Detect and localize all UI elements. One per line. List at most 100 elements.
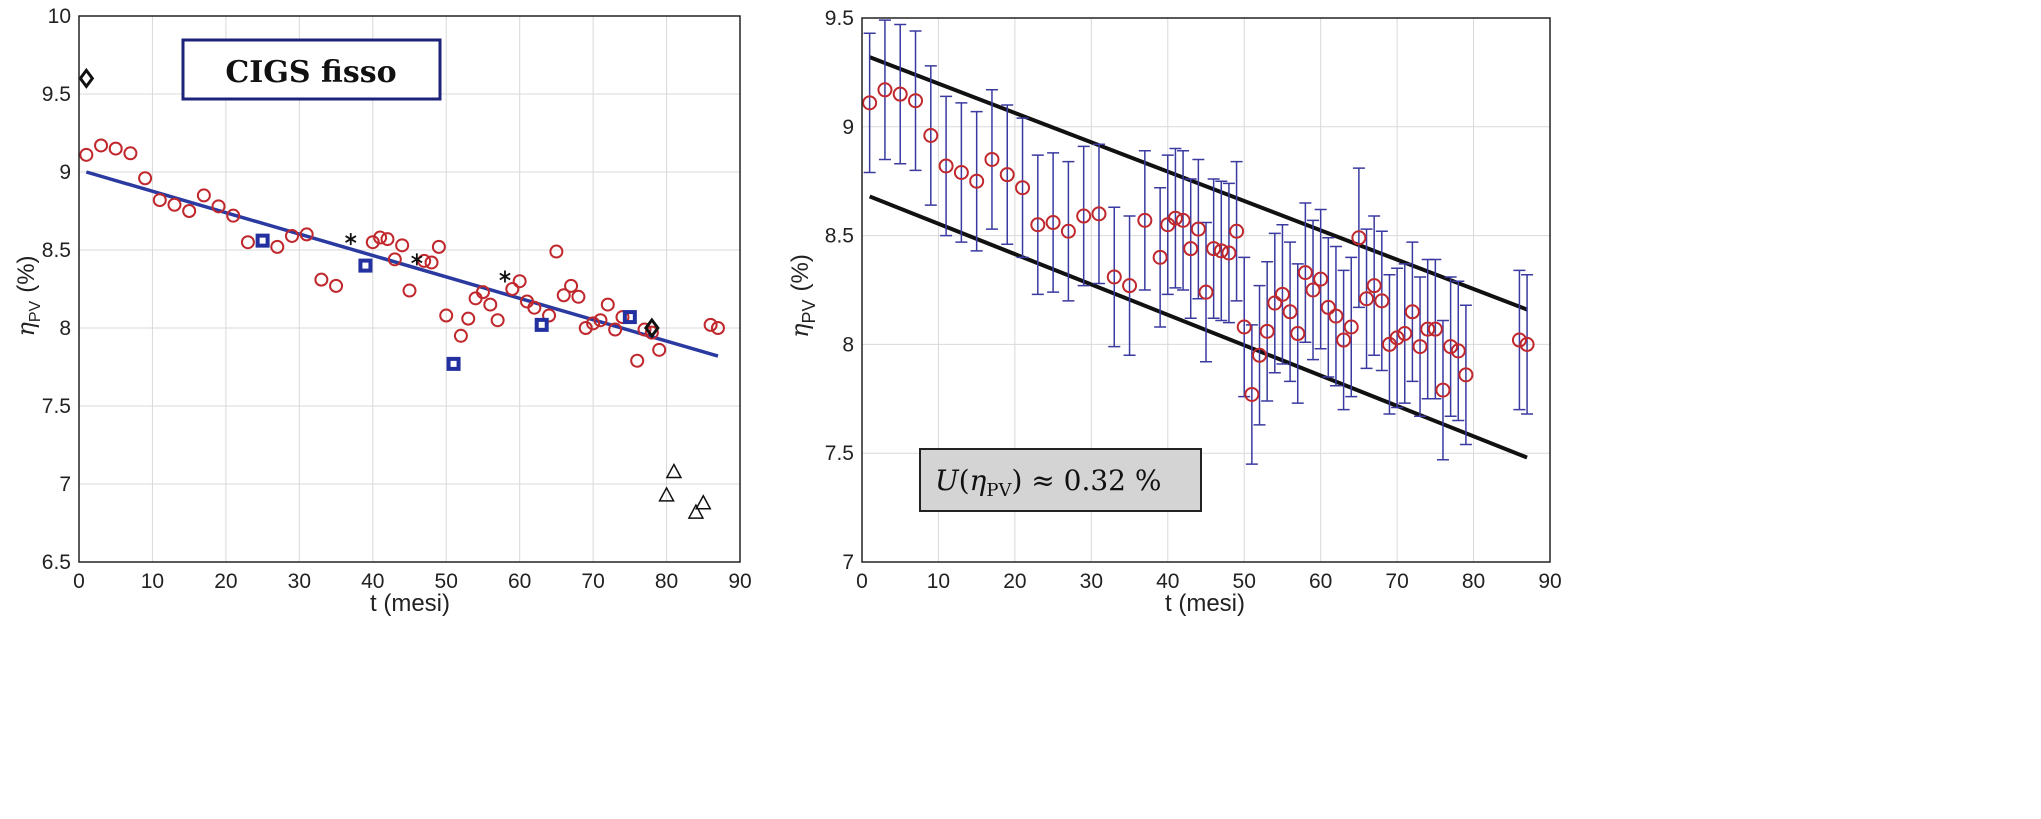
error-bar-47 bbox=[1368, 215, 1381, 357]
right-circle-point-32 bbox=[1252, 347, 1268, 363]
left-y-tick-6: 9.5 bbox=[42, 83, 71, 106]
right-x-tick-1: 10 bbox=[927, 570, 950, 593]
right-circle-point-39 bbox=[1305, 282, 1321, 298]
left-diamond-point-1 bbox=[643, 317, 660, 339]
error-bar-5 bbox=[940, 95, 953, 237]
y-label-unit-left: (%) bbox=[13, 255, 40, 292]
left-circle-point-9 bbox=[211, 199, 226, 214]
left-x-tick-4: 40 bbox=[361, 570, 384, 593]
right-circle-point-7 bbox=[969, 173, 985, 189]
data-marks-right bbox=[862, 82, 1535, 402]
left-y-tick-7: 10 bbox=[48, 5, 71, 28]
right-circle-point-0 bbox=[862, 95, 878, 111]
left-circle-point-51 bbox=[652, 342, 667, 357]
left-circle-point-49 bbox=[637, 322, 652, 337]
left-circle-point-42 bbox=[578, 321, 593, 335]
left-circle-point-0 bbox=[79, 147, 94, 162]
left-circle-point-26 bbox=[439, 308, 454, 323]
error-bar-17 bbox=[1123, 215, 1136, 357]
left-asterisk-point-0 bbox=[345, 233, 357, 246]
title-box-text: CIGS fisso bbox=[225, 55, 396, 90]
left-circle-point-33 bbox=[505, 282, 520, 296]
left-asterisk-point-1 bbox=[411, 253, 423, 266]
right-circle-point-25 bbox=[1198, 284, 1214, 300]
right-circle-point-46 bbox=[1359, 291, 1375, 307]
error-bar-9 bbox=[1001, 104, 1014, 246]
error-bar-59 bbox=[1459, 304, 1472, 446]
right-circle-point-55 bbox=[1427, 321, 1443, 337]
error-bar-46 bbox=[1360, 228, 1373, 370]
left-circle-point-39 bbox=[556, 288, 571, 303]
left-x-tick-3: 30 bbox=[288, 570, 311, 593]
error-bar-60 bbox=[1513, 269, 1526, 411]
error-bar-12 bbox=[1047, 152, 1060, 293]
left-circle-point-13 bbox=[284, 228, 299, 243]
left-circle-point-20 bbox=[387, 252, 402, 267]
left-circle-point-52 bbox=[703, 317, 718, 332]
error-bar-31 bbox=[1245, 324, 1258, 465]
right-circle-point-61 bbox=[1519, 336, 1535, 352]
left-circle-point-21 bbox=[395, 238, 410, 253]
error-bar-21 bbox=[1169, 147, 1182, 289]
annot-sub: PV bbox=[986, 480, 1012, 501]
left-y-tick-1: 7 bbox=[59, 473, 71, 496]
right-circle-point-13 bbox=[1060, 223, 1076, 239]
right-circle-point-28 bbox=[1221, 245, 1237, 261]
right-circle-point-51 bbox=[1397, 326, 1413, 342]
error-bar-53 bbox=[1414, 276, 1427, 417]
right-circle-point-43 bbox=[1336, 332, 1352, 348]
left-circle-point-24 bbox=[424, 255, 439, 270]
x-axis-label-right: t (mesi) bbox=[1165, 590, 1245, 617]
error-bar-20 bbox=[1161, 154, 1174, 296]
left-circle-point-16 bbox=[329, 278, 344, 293]
error-bar-51 bbox=[1398, 263, 1411, 404]
error-bar-4 bbox=[924, 65, 937, 206]
left-asterisk-point-2 bbox=[499, 270, 511, 283]
right-circle-point-57 bbox=[1443, 339, 1459, 355]
error-bar-8 bbox=[985, 89, 998, 230]
error-bar-49 bbox=[1383, 274, 1396, 415]
left-circle-point-25 bbox=[431, 239, 446, 254]
right-circle-point-36 bbox=[1282, 304, 1298, 320]
right-x-tick-9: 90 bbox=[1538, 570, 1561, 593]
annot-rhs: ) ≈ 0.32 % bbox=[1011, 464, 1161, 497]
y-label-eta-right: η bbox=[786, 323, 814, 338]
right-circle-point-5 bbox=[938, 158, 954, 174]
left-circle-point-3 bbox=[123, 146, 138, 161]
left-square-point-3 bbox=[534, 317, 549, 332]
right-y-tick-2: 8 bbox=[842, 333, 854, 356]
left-y-tick-0: 6.5 bbox=[42, 551, 71, 574]
left-x-tick-2: 20 bbox=[214, 570, 237, 593]
annot-paren: ( bbox=[959, 464, 970, 497]
left-circle-point-47 bbox=[615, 310, 630, 325]
right-x-tick-8: 80 bbox=[1462, 570, 1485, 593]
left-square-point-0 bbox=[255, 233, 270, 248]
right-circle-point-1 bbox=[877, 82, 893, 98]
left-square-point-2 bbox=[446, 356, 461, 371]
error-bar-45 bbox=[1352, 167, 1365, 309]
left-y-tick-2: 7.5 bbox=[42, 395, 71, 418]
right-circle-point-54 bbox=[1420, 321, 1436, 337]
trend-line bbox=[85, 170, 719, 358]
uncertainty-annotation: U(ηPV) ≈ 0.32 % bbox=[935, 464, 1162, 501]
left-circle-point-22 bbox=[402, 283, 417, 298]
error-bar-38 bbox=[1299, 202, 1312, 343]
error-bar-1 bbox=[878, 19, 891, 161]
error-bar-2 bbox=[894, 23, 907, 165]
error-bar-61 bbox=[1521, 274, 1534, 415]
left-circle-point-31 bbox=[483, 297, 498, 312]
axes-frame-right bbox=[861, 17, 1551, 563]
left-circle-point-46 bbox=[608, 322, 623, 337]
right-circle-point-56 bbox=[1435, 382, 1451, 398]
left-x-tick-9: 90 bbox=[728, 570, 751, 593]
right-circle-point-45 bbox=[1351, 230, 1367, 246]
error-bar-56 bbox=[1436, 319, 1449, 461]
left-circle-point-50 bbox=[644, 325, 659, 340]
right-circle-point-37 bbox=[1290, 326, 1306, 342]
left-x-tick-8: 80 bbox=[655, 570, 678, 593]
left-triangle-point-0 bbox=[658, 486, 675, 502]
error-bar-10 bbox=[1016, 117, 1029, 259]
error-bar-29 bbox=[1230, 160, 1243, 302]
left-circle-point-44 bbox=[593, 313, 608, 328]
